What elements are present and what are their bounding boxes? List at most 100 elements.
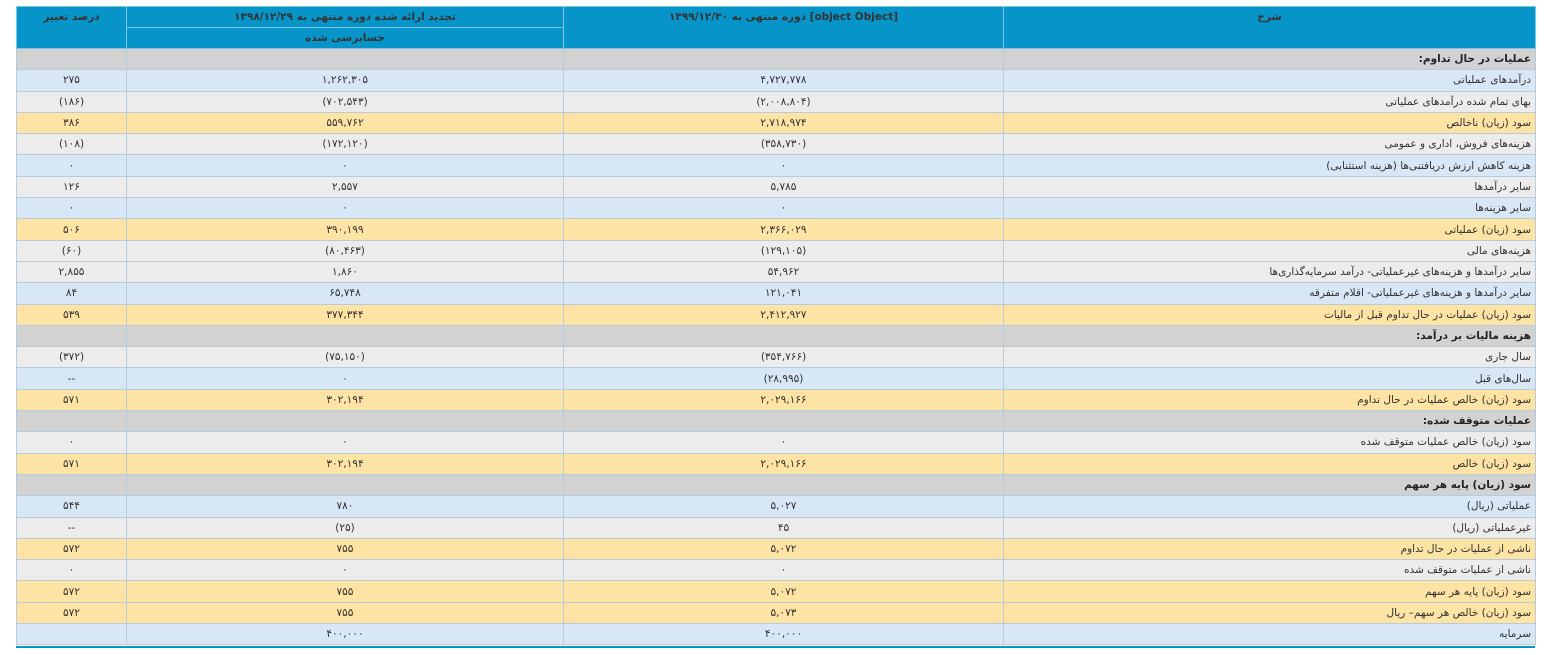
description-cell: سایر هزینه‌ها (1003, 197, 1536, 220)
header-prev-audited: حسابرسی شده (126, 27, 564, 49)
prev-period-cell: (۷۵,۱۵۰) (126, 346, 564, 369)
table-row: (۱۸۶) (۷۰۲,۵۴۳) (۲,۰۰۸,۸۰۴) بهای تمام شده د… (16, 90, 1536, 113)
pct-change-cell: ۵۴۴ (16, 495, 127, 518)
prev-period-cell: (۱۷۲,۱۲۰) (126, 133, 564, 156)
pct-change-cell (16, 47, 127, 71)
table-row: ۵۷۲ ۷۵۵ ۵,۰۷۲ سود (زیان) پایه هر سهم (16, 580, 1536, 603)
income-statement-table: درصد تغییر تجدید ارائه شده دوره منتهی به… (16, 6, 1536, 646)
description-cell: سود (زیان) ناخالص (1003, 111, 1536, 135)
table-row: (۱۰۸) (۱۷۲,۱۲۰) (۳۵۸,۷۳۰) هزینه‌های فروش، ا… (16, 133, 1536, 156)
pct-change-cell: ۰ (16, 431, 127, 454)
table-row: ۰ ۰ ۰ ناشی از عملیات متوقف شده (16, 559, 1536, 582)
prev-period-cell (126, 324, 564, 348)
table-row: ۲۷۵ ۱,۲۶۲,۳۰۵ ۴,۷۲۷,۷۷۸ درآمدهای عملیاتی (16, 69, 1536, 92)
description-cell: ناشی از عملیات متوقف شده (1003, 559, 1536, 582)
description-cell: سود (زیان) عملیاتی (1003, 218, 1536, 241)
table-header: درصد تغییر تجدید ارائه شده دوره منتهی به… (16, 6, 1536, 49)
table-row: (۶۰) (۸۰,۴۶۳) (۱۲۹,۱۰۵) هزینه‌های مالی (16, 239, 1536, 262)
description-cell: هزینه‌های مالی (1003, 239, 1536, 262)
cur-period-cell: ۲,۴۱۲,۹۲۷ (563, 303, 1004, 326)
prev-period-cell: ۳۷۷,۳۴۴ (126, 303, 564, 326)
pct-change-cell: ۵۰۶ (16, 218, 127, 241)
cur-period-cell: ۴۰۰,۰۰۰ (563, 623, 1004, 646)
cur-period-cell: (۳۵۸,۷۳۰) (563, 133, 1004, 156)
header-cur-period: دوره منتهی به ۱۳۹۹/۱۲/۳۰ [object Object] (563, 6, 1004, 49)
description-cell: غیرعملیاتی (ریال) (1003, 516, 1536, 539)
table-row: ۵۷۲ ۷۵۵ ۵,۰۷۲ ناشی از عملیات در حال تداوم (16, 537, 1536, 561)
section-row: سود (زیان) پایه هر سهم (16, 473, 1536, 497)
prev-period-cell: ۷۵۵ (126, 580, 564, 603)
table-row: ۵۰۶ ۳۹۰,۱۹۹ ۲,۳۶۶,۰۲۹ سود (زیان) عملیاتی (16, 218, 1536, 241)
pct-change-cell: ۲۷۵ (16, 69, 127, 92)
pct-change-cell: -- (16, 516, 127, 539)
pct-change-cell: ۵۷۱ (16, 452, 127, 475)
pct-change-cell: ۸۴ (16, 282, 127, 305)
description-cell: سایر درآمدها و هزینه‌های غیرعملیاتی- درآ… (1003, 260, 1536, 284)
table-bottom-border (16, 646, 1535, 648)
prev-period-cell: ۷۵۵ (126, 537, 564, 561)
cur-period-cell: ۰ (563, 559, 1004, 582)
cur-period-cell: ۴۵ (563, 516, 1004, 539)
table-row: ۵۳۹ ۳۷۷,۳۴۴ ۲,۴۱۲,۹۲۷ سود (زیان) عملیات در … (16, 303, 1536, 326)
prev-period-cell (126, 47, 564, 71)
description-cell: سال‌های قبل (1003, 367, 1536, 390)
pct-change-cell: ۵۷۲ (16, 601, 127, 625)
description-cell: سود (زیان) عملیات در حال تداوم قبل از ما… (1003, 303, 1536, 326)
table-row: ۵۴۴ ۷۸۰ ۵,۰۲۷ عملیاتی (ریال) (16, 495, 1536, 518)
table-row: ۸۴ ۶۵,۷۴۸ ۱۲۱,۰۴۱ سایر درآمدها و هزینه‌های … (16, 282, 1536, 305)
cur-period-cell: ۰ (563, 154, 1004, 177)
cur-period-cell: ۵,۰۷۲ (563, 537, 1004, 561)
prev-period-cell (126, 410, 564, 433)
pct-change-cell: ۵۷۲ (16, 580, 127, 603)
header-description: شرح (1003, 6, 1536, 49)
cur-period-cell: ۴,۷۲۷,۷۷۸ (563, 69, 1004, 92)
description-cell: سایر درآمدها (1003, 175, 1536, 199)
description-cell: سود (زیان) پایه هر سهم (1003, 473, 1536, 497)
pct-change-cell: ۵۷۲ (16, 537, 127, 561)
description-cell: سود (زیان) پایه هر سهم (1003, 580, 1536, 603)
cur-period-cell: ۵,۰۷۳ (563, 601, 1004, 625)
description-cell: عملیات متوقف شده: (1003, 410, 1536, 433)
cur-period-cell (563, 324, 1004, 348)
pct-change-cell (16, 473, 127, 497)
cur-period-cell (563, 410, 1004, 433)
pct-change-cell (16, 410, 127, 433)
description-cell: سال جاری (1003, 346, 1536, 369)
pct-change-cell: ۱۲۶ (16, 175, 127, 199)
table-row: ۵۷۲ ۷۵۵ ۵,۰۷۳ سود (زیان) خالص هر سهم– ریال (16, 601, 1536, 625)
cur-period-cell: ۲,۷۱۸,۹۷۴ (563, 111, 1004, 135)
prev-period-cell: ۰ (126, 197, 564, 220)
cur-period-cell: ۱۲۱,۰۴۱ (563, 282, 1004, 305)
cur-period-cell: (۲۸,۹۹۵) (563, 367, 1004, 390)
table-row: -- ۰ (۲۸,۹۹۵) سال‌های قبل (16, 367, 1536, 390)
cur-period-cell (563, 473, 1004, 497)
description-cell: سود (زیان) خالص هر سهم– ریال (1003, 601, 1536, 625)
pct-change-cell: ۰ (16, 154, 127, 177)
prev-period-cell: ۶۵,۷۴۸ (126, 282, 564, 305)
cur-period-cell: (۳۵۴,۷۶۶) (563, 346, 1004, 369)
prev-period-cell: ۳۰۲,۱۹۴ (126, 452, 564, 475)
prev-period-cell: (۸۰,۴۶۳) (126, 239, 564, 262)
cur-period-cell: (۲,۰۰۸,۸۰۴) (563, 90, 1004, 113)
table-row: ۰ ۰ ۰ سود (زیان) خالص عملیات متوقف شده (16, 431, 1536, 454)
pct-change-cell: (۱۰۸) (16, 133, 127, 156)
description-cell: هزینه‌های فروش، اداری و عمومی (1003, 133, 1536, 156)
section-row: عملیات در حال تداوم: (16, 47, 1536, 71)
prev-period-cell: ۱,۲۶۲,۳۰۵ (126, 69, 564, 92)
pct-change-cell: ۲,۸۵۵ (16, 260, 127, 284)
table-row: ۲,۸۵۵ ۱,۸۶۰ ۵۴,۹۶۲ سایر درآمدها و هزینه‌های… (16, 260, 1536, 284)
header-prev-period: تجدید ارائه شده دوره منتهی به ۱۳۹۸/۱۲/۲۹ (126, 6, 564, 28)
prev-period-cell: ۲,۵۵۷ (126, 175, 564, 199)
cur-period-cell: (۱۲۹,۱۰۵) (563, 239, 1004, 262)
pct-change-cell: (۱۸۶) (16, 90, 127, 113)
table-body: عملیات در حال تداوم: ۲۷۵ ۱,۲۶۲,۳۰۵ ۴,۷۲۷,۷۷… (16, 47, 1536, 646)
prev-period-cell: ۷۵۵ (126, 601, 564, 625)
section-row: عملیات متوقف شده: (16, 410, 1536, 433)
cur-period-cell: ۵,۷۸۵ (563, 175, 1004, 199)
table-row: ۴۰۰,۰۰۰ ۴۰۰,۰۰۰ سرمایه (16, 623, 1536, 646)
description-cell: عملیاتی (ریال) (1003, 495, 1536, 518)
description-cell: ناشی از عملیات در حال تداوم (1003, 537, 1536, 561)
prev-period-cell: ۴۰۰,۰۰۰ (126, 623, 564, 646)
pct-change-cell: ۳۸۶ (16, 111, 127, 135)
description-cell: سود (زیان) خالص عملیات متوقف شده (1003, 431, 1536, 454)
